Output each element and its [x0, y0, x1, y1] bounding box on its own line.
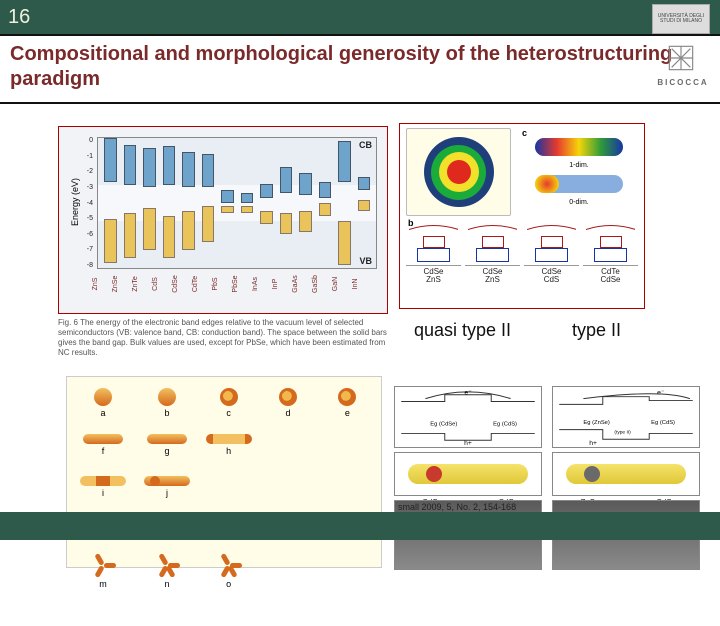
svg-text:e⁻: e⁻ [657, 390, 665, 397]
figure6-caption: Fig. 6 The energy of the electronic band… [58, 318, 388, 358]
svg-text:Eg (ZnSe): Eg (ZnSe) [583, 420, 609, 426]
slide-title: Compositional and morphological generosi… [10, 42, 710, 92]
university-seal: UNIVERSITÀ DEGLI STUDI DI MILANO [652, 4, 710, 34]
diagram-a: e⁻ Eg (CdSe) Eg (CdS) h+ [394, 386, 542, 448]
svg-text:h+: h+ [464, 440, 472, 447]
bicocca-logo [652, 38, 710, 78]
rod-0dim [535, 175, 623, 193]
bars-container [98, 138, 376, 268]
svg-text:e⁻: e⁻ [464, 390, 472, 397]
y-ticks: 0-1-2-3-4-5-6-7-8 [63, 137, 93, 269]
core-shell-rods: 1-dim. 0-dim. [520, 128, 638, 216]
figure-band-edges: Energy (eV) 0-1-2-3-4-5-6-7-8 CB VB ZnSZ… [58, 126, 388, 314]
content-area: Energy (eV) 0-1-2-3-4-5-6-7-8 CB VB ZnSZ… [0, 104, 720, 544]
figure-core-shell: a c b 1-dim. 0-dim. CdSeZnSCdSeZnSCdSeCd… [399, 123, 645, 309]
slide-header: 16 [0, 0, 720, 36]
svg-text:h+: h+ [589, 440, 597, 447]
university-logo: UNIVERSITÀ DEGLI STUDI DI MILANO BICOCCA [652, 4, 714, 84]
svg-text:Eg (CdS): Eg (CdS) [493, 422, 517, 428]
quasi-type-2-label: quasi type II [414, 320, 511, 341]
citation: small 2009, 5, No. 2, 154-168 [398, 502, 516, 512]
svg-text:(type II): (type II) [614, 429, 631, 435]
rod-1dim [535, 138, 623, 156]
band-plot-area: CB VB [97, 137, 377, 269]
svg-text:Eg (CdS): Eg (CdS) [651, 420, 675, 426]
band-alignments: CdSeZnSCdSeZnSCdSeCdSCdTeCdSe [406, 220, 638, 302]
rod-image-a [394, 452, 542, 496]
rings [424, 137, 494, 207]
rod-image-b [552, 452, 700, 496]
core-shell-sphere [406, 128, 511, 216]
x-ticks: ZnSZnSeZnTeCdSCdSeCdTePbSPbSeInAsInPGaAs… [97, 269, 377, 299]
svg-text:Eg (CdSe): Eg (CdSe) [430, 422, 457, 428]
title-bar: Compositional and morphological generosi… [0, 36, 720, 104]
type-2-label: type II [572, 320, 621, 341]
diagram-b: e⁻ Eg (ZnSe) Eg (CdS) (type II) h+ [552, 386, 700, 448]
footer-bar [0, 512, 720, 540]
page-number: 16 [8, 6, 30, 29]
